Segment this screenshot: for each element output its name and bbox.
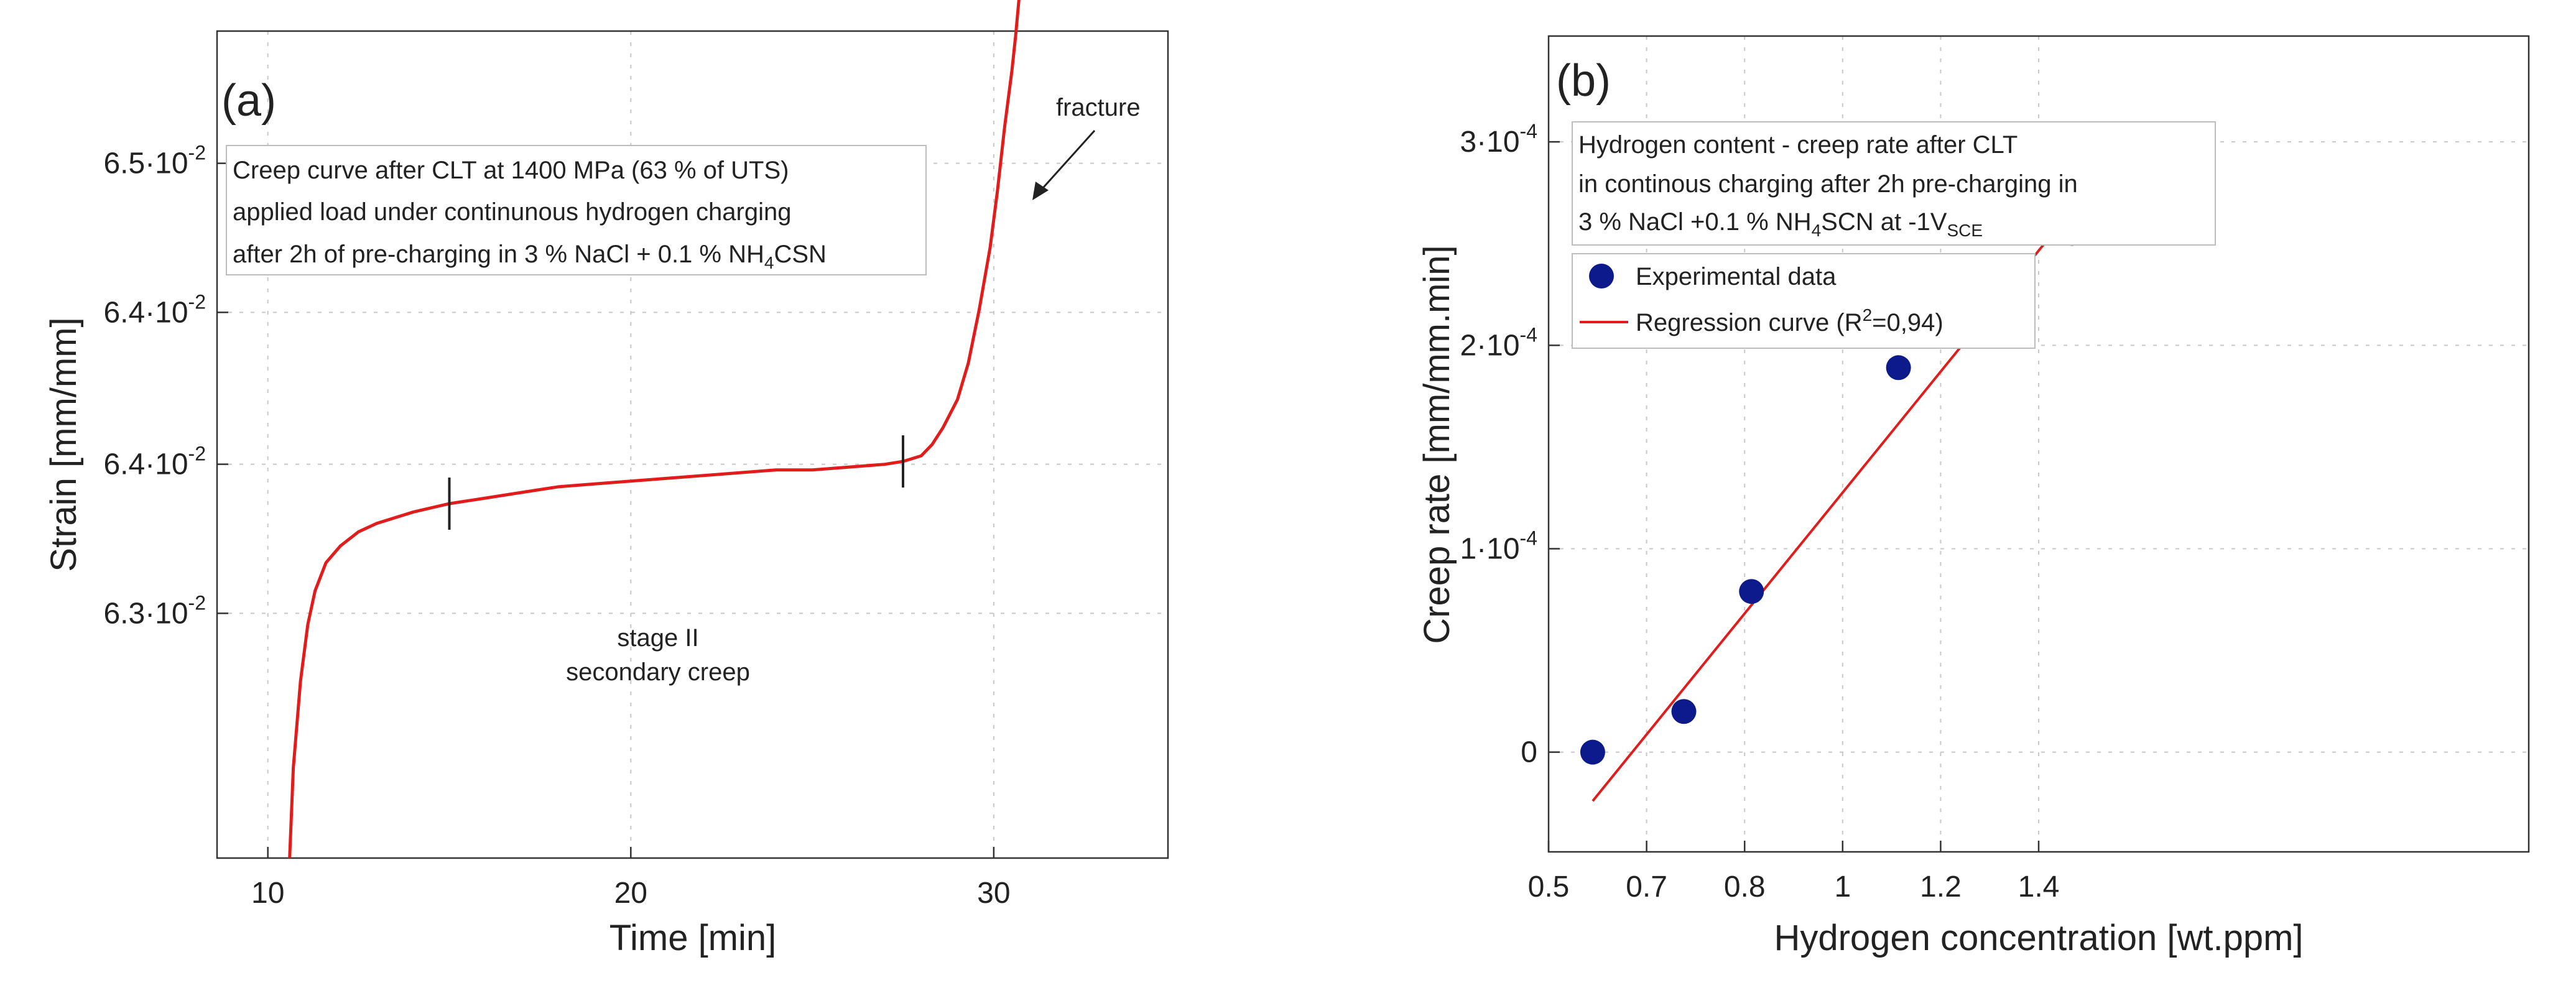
panel-a-x-axis-title: Time [min] <box>609 918 777 958</box>
panel-b-y-tick-label: 0 <box>1521 736 1537 769</box>
panel-a-y-tick-label: 6.4·10-2 <box>103 290 206 329</box>
panel-a-fracture-label: fracture <box>1056 94 1141 121</box>
panel-a-fracture-arrow <box>1032 129 1096 200</box>
panel-a-y-tick-label: 6.5·10-2 <box>103 142 206 180</box>
panel-a-annotation-line-1: Creep curve after CLT at 1400 MPa (63 % … <box>233 157 789 184</box>
panel-b-x-tick-labels: 0.5 0.7 0.8 1 1.2 1.4 <box>1528 871 2060 903</box>
panel-a-creep-curve-line <box>288 0 1021 859</box>
panel-b-y-tick-label: 1·10-4 <box>1460 527 1537 565</box>
panel-b-y-tick-label: 3·10-4 <box>1460 120 1537 159</box>
panel-a-annotation-line-2: applied load under continunous hydrogen … <box>233 198 791 226</box>
panel-a-annotation-box <box>226 145 927 275</box>
panel-a-x-tick-label: 10 <box>251 877 284 910</box>
panel-b-x-tick-label: 0.8 <box>1724 871 1766 903</box>
panel-a-x-tick-label: 30 <box>977 877 1010 910</box>
panel-a-y-tick-labels: 6.3·10-2 6.4·10-2 6.4·10-2 6.5·10-2 <box>103 142 206 630</box>
panel-a-annotation-line-3: after 2h of pre-charging in 3 % NaCl + 0… <box>233 241 827 272</box>
panel-b-x-tick-label: 0.7 <box>1626 871 1667 903</box>
panel-a-plot-frame <box>216 30 1169 859</box>
panel-b-x-tick-label: 1.2 <box>1920 871 1962 903</box>
legend-experimental-marker <box>1589 264 1614 289</box>
panel-a-y-tick-label: 6.3·10-2 <box>103 591 206 630</box>
panel-a-x-tick-labels: 10 20 30 <box>251 877 1011 910</box>
panel-b-legend <box>1572 253 2036 349</box>
panel-a-creep-curve: 10 20 30 6.3·10-26.4·10-26.4·10-26.5·10-2 … <box>44 0 1169 958</box>
panel-a-stage-label: stage II <box>617 624 698 652</box>
panel-b-data-point <box>1580 739 1605 765</box>
panel-b-x-axis-title: Hydrogen concentration [wt.ppm] <box>1774 918 2303 958</box>
panel-b-data-point <box>1739 579 1764 604</box>
panel-a-y-axis-title: Strain [mm/mm] <box>44 317 84 571</box>
panel-b-title-line-1: Hydrogen content - creep rate after CLT <box>1578 131 2018 159</box>
panel-b-y-axis-title: Creep rate [mm/mm.min] <box>1417 245 1457 644</box>
panel-b-x-tick-label: 1.4 <box>2018 871 2060 903</box>
panel-b-label: (b) <box>1556 56 1611 106</box>
panel-b-y-tick-labels: 0 1·10-4 2·10-4 3·10-4 <box>1460 120 1537 769</box>
panel-b-x-tick-label: 0.5 <box>1528 871 1570 903</box>
panel-a-x-tick-label: 20 <box>614 877 647 910</box>
panel-b-y-tick-label: 2·10-4 <box>1460 323 1537 362</box>
panel-b-title-line-3: 3 % NaCl +0.1 % NH4SCN at -1VSCE <box>1578 208 1983 240</box>
panel-a-y-tick-label: 6.4·10-2 <box>103 443 206 481</box>
panel-b-x-tick-label: 1 <box>1834 871 1851 903</box>
panel-b-axis-ticks <box>1547 141 2040 852</box>
panel-a-label: (a) <box>221 76 276 126</box>
panel-b-title-box <box>1572 121 2216 246</box>
panel-b-creep-rate: 0.5 0.7 0.8 1 1.2 1.4 0 1·10-4 2·10-4 3·10-4 (b)… <box>1417 35 2530 958</box>
panel-a-stage-markers <box>448 435 904 530</box>
panel-b-data-point <box>1671 699 1697 724</box>
legend-regression-label: Regression curve (R2=0,94) <box>1636 305 1944 336</box>
panel-b-data-point <box>1886 355 1911 381</box>
legend-experimental-label: Experimental data <box>1636 263 1837 290</box>
panel-b-title-line-2: in continous charging after 2h pre-charg… <box>1578 170 2078 198</box>
panel-a-axis-ticks <box>217 162 995 858</box>
panel-a-stage-sublabel: secondary creep <box>566 658 750 686</box>
